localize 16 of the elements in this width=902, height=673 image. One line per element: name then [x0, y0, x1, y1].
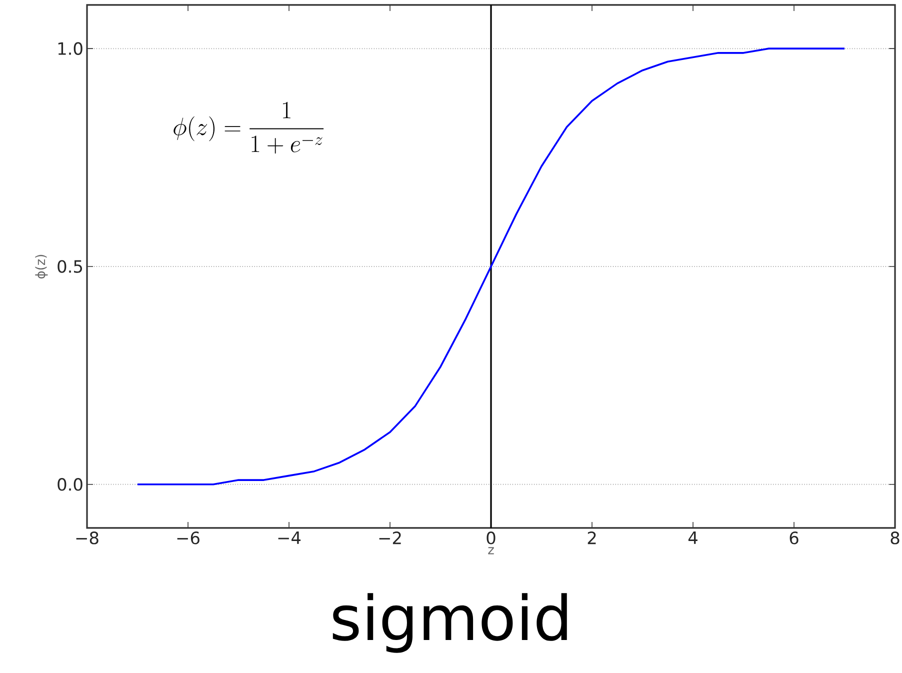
x-tick-label: −8: [76, 531, 98, 544]
x-axis-title: z: [488, 547, 494, 554]
y-tick-label: 0.0: [58, 478, 82, 491]
x-tick-label: −6: [177, 531, 200, 544]
y-tick-label: 0.5: [58, 260, 82, 273]
x-tick-label: 0: [486, 531, 496, 544]
y-tick-label: 1.0: [58, 42, 82, 55]
y-axis-title: ϕ(z): [35, 254, 48, 279]
x-tick-label: 6: [790, 531, 798, 544]
x-tick-label: 2: [588, 531, 596, 544]
text: sigmoid: [332, 593, 567, 653]
x-tick-label: −2: [379, 531, 401, 544]
x-tick-label: 8: [890, 531, 900, 544]
annotation: $\phi(z) = \frac{1}{1+e^{-z}}$: [174, 102, 324, 154]
x-tick-label: 4: [688, 532, 698, 544]
x-tick-label: −4: [278, 532, 301, 544]
